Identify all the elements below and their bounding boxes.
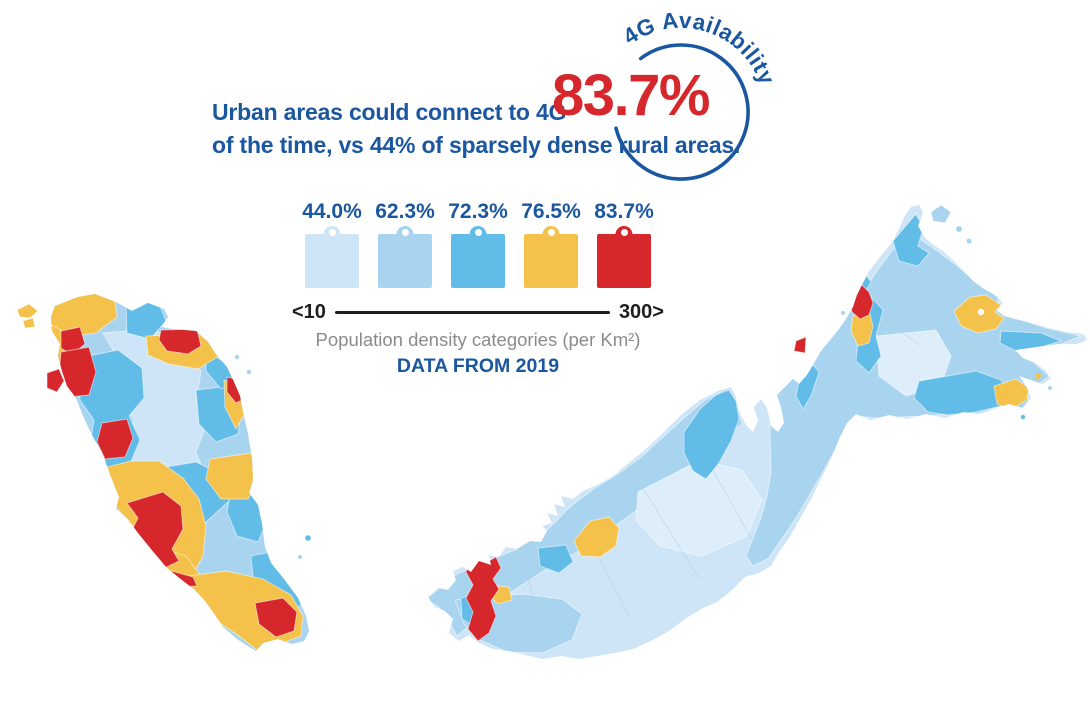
sandakan-bay-hole bbox=[977, 308, 985, 316]
legend-label-3: 72.3% bbox=[448, 200, 508, 223]
klang-estuary-crack bbox=[111, 522, 126, 539]
region-miri bbox=[683, 389, 740, 480]
legend-label-5: 83.7% bbox=[594, 200, 654, 223]
legend-caption: Population density categories (per Km²) bbox=[315, 329, 641, 350]
region-tawau bbox=[993, 378, 1030, 410]
headline-line1: Urban areas could connect to 4G bbox=[212, 99, 567, 125]
region-kuching bbox=[465, 551, 502, 642]
map-east-malaysia bbox=[428, 204, 1087, 659]
legend-item-4: 76.5% bbox=[521, 200, 581, 288]
island-langkawi bbox=[16, 303, 39, 319]
region-bintulu bbox=[573, 516, 620, 558]
region-lawas bbox=[795, 364, 820, 410]
map-peninsular-malaysia bbox=[16, 294, 311, 651]
density-scale: <10 300> bbox=[292, 301, 664, 324]
legend-swatch-3 bbox=[451, 226, 505, 288]
region-ipoh bbox=[96, 418, 134, 460]
pin-icon bbox=[396, 226, 414, 243]
pin-icon bbox=[469, 226, 487, 243]
region-johor-bahru bbox=[254, 597, 298, 638]
legend-label-2: 62.3% bbox=[375, 200, 435, 223]
island-dot bbox=[966, 238, 972, 244]
region-tawau-division bbox=[913, 370, 1012, 416]
legend-swatch-2 bbox=[378, 226, 432, 288]
legend-item-2: 62.3% bbox=[375, 200, 435, 288]
island-dot bbox=[956, 226, 962, 232]
headline-value: 83.7% bbox=[552, 63, 710, 128]
island-dot bbox=[1020, 414, 1026, 420]
legend-swatch-4 bbox=[524, 226, 578, 288]
legend-row: 44.0% 62.3% 72.3% 76.5% 83.7% bbox=[292, 200, 664, 288]
island-dot bbox=[841, 311, 845, 315]
legend-item-5: 83.7% bbox=[594, 200, 654, 288]
legend-block: 44.0% 62.3% 72.3% 76.5% 83.7% <10 bbox=[292, 200, 664, 378]
island-dot bbox=[298, 555, 302, 559]
legend-item-1: 44.0% bbox=[302, 200, 362, 288]
pin-icon bbox=[615, 226, 633, 243]
legend-label-4: 76.5% bbox=[521, 200, 581, 223]
region-sibu bbox=[537, 544, 574, 574]
legend-swatch-1 bbox=[305, 226, 359, 288]
island-dot bbox=[1048, 386, 1052, 390]
legend-item-3: 72.3% bbox=[448, 200, 508, 288]
legend-swatch-5 bbox=[597, 226, 651, 288]
island-penang bbox=[46, 368, 65, 393]
island-tioman bbox=[305, 535, 311, 541]
island-dot bbox=[246, 369, 252, 375]
scale-max-label: 300> bbox=[618, 301, 664, 323]
island-banggi bbox=[930, 204, 952, 224]
pin-icon bbox=[323, 226, 341, 243]
division-border bbox=[571, 504, 631, 619]
region-penang-mainland bbox=[58, 346, 97, 398]
division-border bbox=[627, 463, 701, 581]
island-semporna bbox=[1035, 373, 1041, 379]
klang-estuary-crack bbox=[118, 527, 133, 544]
headline-line2: of the time, vs 44% of sparsely dense ru… bbox=[212, 132, 741, 158]
badge-arc-stroke bbox=[614, 43, 750, 181]
division-border bbox=[519, 547, 546, 641]
island-dot bbox=[234, 354, 240, 360]
legend-label-1: 44.0% bbox=[302, 200, 362, 223]
region-kuala-lumpur bbox=[126, 491, 184, 570]
scale-line bbox=[334, 311, 610, 314]
island-langkawi bbox=[22, 317, 36, 329]
region-kuantan bbox=[205, 452, 260, 500]
scale-min-label: <10 bbox=[292, 301, 326, 323]
island-labuan bbox=[793, 336, 807, 354]
division-border bbox=[919, 249, 959, 301]
badge-circle: 4G Availability bbox=[614, 8, 779, 181]
pin-icon bbox=[542, 226, 560, 243]
data-source-label: DATA FROM 2019 bbox=[396, 355, 560, 377]
region-kedah-north bbox=[51, 294, 118, 338]
